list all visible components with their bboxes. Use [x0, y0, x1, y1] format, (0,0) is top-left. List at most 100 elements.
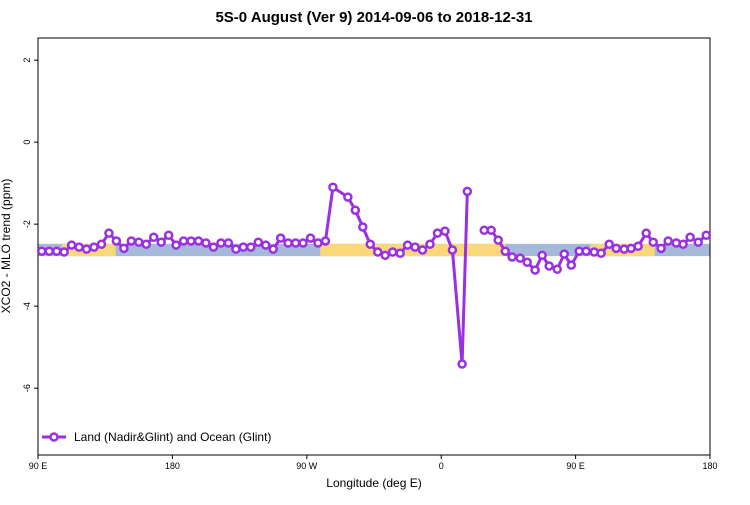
y-tick-label: -4: [22, 302, 32, 310]
data-point: [290, 238, 301, 248]
y-tick-label: -6: [22, 384, 32, 392]
data-point: [380, 250, 390, 261]
data-point: [581, 246, 591, 256]
x-tick-label: 180: [165, 461, 180, 471]
data-point: [74, 242, 84, 252]
data-point: [171, 240, 181, 250]
data-point: [663, 236, 673, 246]
data-point: [410, 242, 420, 252]
data-point: [457, 359, 467, 369]
data-point: [320, 236, 331, 246]
data-point: [633, 241, 643, 252]
data-point: [343, 192, 353, 202]
chart-title: 5S-0 August (Ver 9) 2014-09-06 to 2018-1…: [215, 9, 532, 26]
data-point: [493, 235, 503, 245]
data-point: [544, 261, 554, 271]
data-point: [566, 260, 577, 270]
data-point: [648, 237, 659, 247]
data-point: [328, 182, 338, 193]
data-point: [358, 222, 368, 232]
data-point: [425, 239, 435, 249]
series-line: [41, 184, 708, 365]
y-tick-label: 0: [22, 140, 32, 145]
data-point: [559, 249, 570, 259]
data-point: [44, 246, 54, 256]
data-point: [246, 242, 256, 252]
data-point: [432, 228, 443, 238]
data-point: [693, 237, 703, 247]
data-point: [372, 247, 383, 257]
data-point: [678, 239, 688, 249]
data-point: [537, 250, 547, 261]
data-point: [395, 248, 405, 259]
data-point: [275, 233, 286, 243]
data-point: [604, 239, 614, 249]
data-point: [148, 232, 159, 243]
data-point: [701, 230, 712, 240]
data-point: [298, 238, 308, 248]
y-axis-label: XCO2 - MLO trend (ppm): [0, 179, 13, 314]
data-point: [111, 236, 122, 246]
data-point: [447, 245, 458, 255]
x-tick-label: 0: [439, 461, 444, 471]
data-point: [596, 248, 606, 259]
data-point: [66, 240, 77, 250]
y-tick-label: 2: [22, 58, 32, 63]
data-point: [141, 239, 152, 249]
data-point: [402, 240, 413, 250]
x-axis-label: Longitude (deg E): [326, 476, 421, 490]
data-point: [507, 252, 517, 262]
data-point: [440, 226, 450, 236]
data-point: [365, 239, 376, 249]
data-point: [126, 236, 137, 246]
data-point: [238, 242, 249, 252]
data-point: [486, 225, 496, 236]
data-point: [163, 230, 174, 240]
data-point: [89, 242, 99, 252]
data-point: [134, 237, 144, 247]
data-point: [216, 238, 226, 248]
plot-frame: [37, 37, 711, 456]
data-point: [186, 236, 196, 246]
data-point: [305, 233, 316, 243]
data-point: [81, 244, 92, 254]
data-point: [417, 245, 428, 255]
x-tick-label: 90 E: [566, 461, 585, 471]
y-tick-label: -2: [22, 220, 32, 228]
data-point: [641, 228, 651, 238]
data-point: [260, 240, 271, 250]
data-point: [119, 243, 129, 254]
data-point: [156, 237, 166, 247]
data-point: [178, 236, 189, 246]
data-point: [223, 238, 234, 248]
data-point: [231, 244, 241, 254]
data-point: [36, 246, 47, 256]
x-tick-label: 90 W: [296, 461, 318, 471]
data-point: [552, 264, 562, 275]
data-point: [253, 237, 264, 247]
data-point: [193, 236, 204, 246]
data-point: [656, 243, 666, 254]
legend-label: Land (Nadir&Glint) and Ocean (Glint): [74, 430, 271, 444]
data-point: [96, 239, 107, 249]
data-point: [462, 186, 473, 197]
data-point: [283, 238, 293, 248]
data-point: [500, 246, 511, 256]
legend-marker: [49, 432, 59, 442]
x-tick-label: 180: [702, 461, 717, 471]
data-point: [51, 246, 62, 256]
data-point: [313, 238, 323, 248]
data-point: [350, 205, 361, 215]
data-point: [59, 247, 69, 257]
data-point: [208, 242, 219, 252]
data-point: [530, 265, 540, 275]
data-point: [515, 253, 525, 263]
data-point: [104, 228, 114, 238]
x-tick-label: 90 E: [29, 461, 48, 471]
data-point: [685, 232, 695, 243]
data-point: [611, 243, 621, 254]
data-point: [387, 247, 398, 257]
data-point: [201, 238, 211, 248]
data-point: [522, 257, 532, 268]
